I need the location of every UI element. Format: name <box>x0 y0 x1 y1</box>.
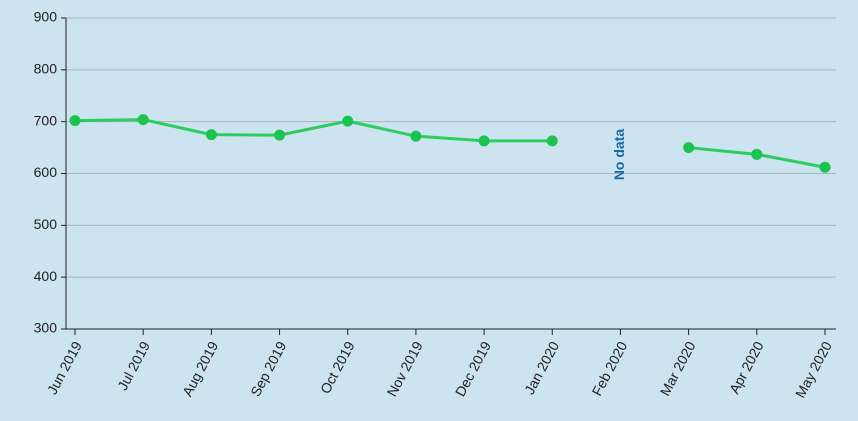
point <box>137 114 149 126</box>
point <box>683 142 695 154</box>
point <box>546 135 558 147</box>
y-tick-label: 700 <box>34 112 58 128</box>
y-tick-label: 500 <box>34 216 58 232</box>
point <box>274 129 286 141</box>
point <box>819 161 831 173</box>
point <box>205 129 217 141</box>
annotation: No data <box>611 129 627 181</box>
y-tick-label: 900 <box>34 9 58 25</box>
point <box>751 148 763 160</box>
point <box>478 135 490 147</box>
y-tick-label: 800 <box>34 61 58 77</box>
y-tick-label: 400 <box>34 268 58 284</box>
point <box>410 130 422 142</box>
y-tick-label: 300 <box>34 320 58 336</box>
point <box>342 115 354 127</box>
y-tick-label: 600 <box>34 164 58 180</box>
point <box>69 115 81 127</box>
